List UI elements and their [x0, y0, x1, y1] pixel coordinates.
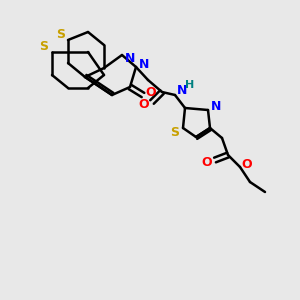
Text: S: S — [56, 28, 65, 41]
Text: N: N — [139, 58, 149, 70]
Text: O: O — [146, 85, 156, 98]
Text: N: N — [125, 52, 135, 64]
Text: S: S — [40, 40, 49, 53]
Text: S: S — [170, 125, 179, 139]
Text: O: O — [139, 98, 149, 112]
Text: N: N — [211, 100, 221, 113]
Text: O: O — [242, 158, 252, 170]
Text: O: O — [202, 157, 212, 169]
Text: N: N — [177, 83, 187, 97]
Text: H: H — [185, 80, 195, 90]
